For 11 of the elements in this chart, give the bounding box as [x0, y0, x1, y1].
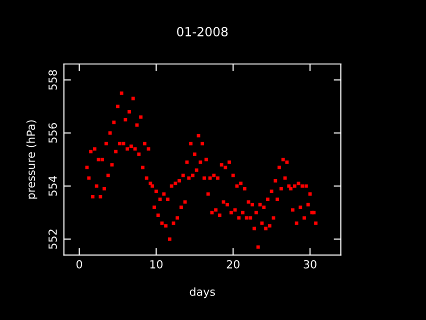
- x-tick-label: 30: [304, 260, 316, 268]
- x-tick-label: 20: [226, 260, 240, 268]
- y-tick-label: 552: [48, 230, 57, 249]
- y-axis-title: pressure (hPa): [26, 120, 38, 199]
- y-tick-label: 558: [48, 70, 57, 90]
- x-tick-label: 10: [150, 260, 163, 268]
- y-tick-label: 556: [48, 123, 57, 143]
- x-tick-label: 0: [76, 260, 82, 268]
- chart-title: 01-2008: [177, 26, 228, 36]
- y-tick-label: 554: [48, 176, 57, 196]
- x-axis-title: days: [190, 287, 215, 298]
